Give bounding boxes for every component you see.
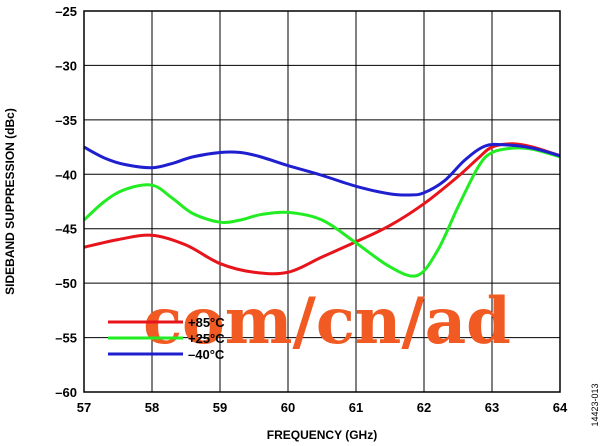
legend-label: +85°C [188,315,225,330]
series-line [83,142,561,197]
legend-label: +25°C [188,331,225,346]
y-tick-label: –45 [55,222,77,237]
x-tick-label: 59 [213,400,227,415]
y-tick-label: –25 [55,4,77,19]
legend-label: –40°C [188,347,225,362]
y-tick-label: –40 [55,167,77,182]
x-tick-labels: 57 58 59 60 61 62 63 64 [77,400,568,415]
x-tick-label: 58 [145,400,159,415]
figure-id: 14423-013 [590,383,600,426]
watermark: com/cn/ad [143,284,511,359]
y-tick-label: –30 [55,58,77,73]
series-line [83,142,561,276]
x-tick-label: 62 [417,400,431,415]
y-axis-label: SIDEBAND SUPPRESSION (dBc) [3,108,17,295]
y-tick-label: –60 [55,385,77,400]
x-tick-label: 61 [349,400,363,415]
series-line [82,146,561,278]
y-tick-labels: –60 –55 –50 –45 –40 –35 –30 –25 [55,4,77,400]
x-axis-label: FREQUENCY (GHz) [267,428,377,442]
y-tick-label: –55 [55,331,77,346]
x-tick-label: 60 [281,400,295,415]
y-tick-label: –35 [55,113,77,128]
x-tick-label: 63 [485,400,499,415]
plot-frame [83,10,561,393]
x-tick-label: 57 [77,400,91,415]
x-tick-label: 64 [553,400,568,415]
legend: +85°C+25°C–40°C [108,315,225,362]
y-tick-label: –50 [55,276,77,291]
series-lines [82,142,561,278]
